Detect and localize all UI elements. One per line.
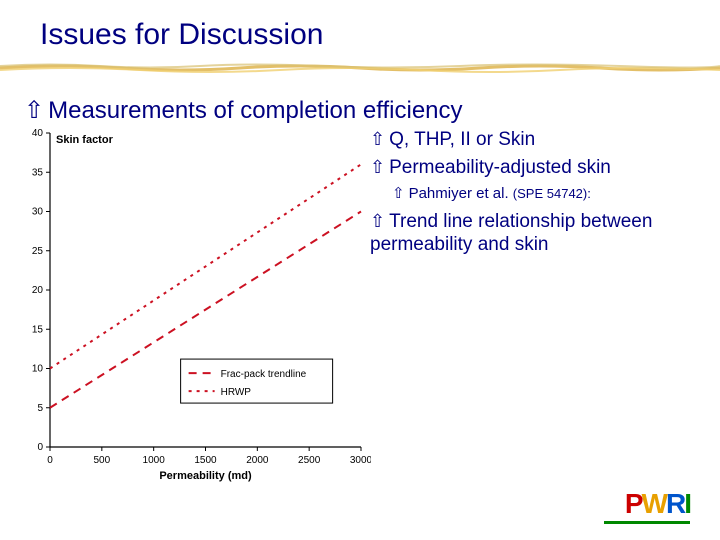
sub-sub-bullet: ⇧Pahmiyer et al. (SPE 54742):	[392, 184, 710, 202]
sub-bullet-3-text: Trend line relationship between permeabi…	[370, 211, 652, 256]
svg-text:1500: 1500	[194, 455, 217, 466]
arrow-icon: ⇧	[370, 128, 385, 151]
svg-text:5: 5	[37, 403, 43, 414]
arrow-icon: ⇧	[370, 210, 385, 233]
svg-text:HRWP: HRWP	[221, 387, 252, 398]
svg-text:2000: 2000	[246, 455, 269, 466]
svg-text:0: 0	[37, 442, 43, 453]
slide-title: Issues for Discussion	[40, 18, 323, 52]
pwri-logo-underline	[604, 521, 690, 524]
citation-author: Pahmiyer et al.	[409, 185, 509, 202]
svg-text:Frac-pack trendline: Frac-pack trendline	[221, 369, 307, 380]
svg-text:3000: 3000	[350, 455, 371, 466]
svg-text:20: 20	[32, 285, 44, 296]
sub-bullet-3: ⇧Trend line relationship between permeab…	[370, 210, 710, 258]
svg-text:500: 500	[93, 455, 110, 466]
svg-text:Permeability (md): Permeability (md)	[159, 470, 252, 482]
svg-text:35: 35	[32, 167, 44, 178]
main-bullet-text: Measurements of completion efficiency	[48, 97, 462, 124]
svg-text:2500: 2500	[298, 455, 321, 466]
sub-bullet-2-text: Permeability-adjusted skin	[389, 157, 611, 178]
arrow-icon: ⇧	[370, 156, 385, 179]
svg-text:40: 40	[32, 128, 44, 139]
svg-text:10: 10	[32, 364, 44, 375]
svg-text:15: 15	[32, 324, 44, 335]
arrow-icon: ⇧	[24, 96, 44, 125]
title-underline-decoration	[0, 62, 720, 74]
sub-bullet-list: ⇧Q, THP, II or Skin ⇧Permeability-adjust…	[370, 128, 710, 261]
sub-bullet-1-text: Q, THP, II or Skin	[389, 129, 535, 150]
svg-text:30: 30	[32, 207, 44, 218]
svg-text:25: 25	[32, 246, 44, 257]
svg-text:0: 0	[47, 455, 53, 466]
main-bullet: ⇧Measurements of completion efficiency	[24, 96, 463, 125]
citation-ref: (SPE 54742):	[513, 186, 591, 201]
pwri-logo: PWRI	[625, 488, 690, 520]
svg-text:1000: 1000	[143, 455, 166, 466]
svg-text:Skin factor: Skin factor	[56, 134, 114, 146]
sub-bullet-1: ⇧Q, THP, II or Skin	[370, 128, 710, 152]
sub-bullet-2: ⇧Permeability-adjusted skin	[370, 156, 710, 180]
arrow-icon: ⇧	[392, 184, 405, 202]
skin-permeability-chart: 0 5 10 15 20 25 30 35 40 0 500 1000 1500 2000 2500 3000…	[16, 125, 371, 485]
